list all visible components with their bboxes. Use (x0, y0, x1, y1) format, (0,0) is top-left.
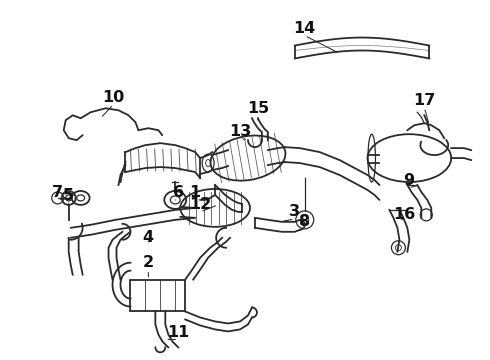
Text: 7: 7 (52, 185, 63, 201)
Text: 6: 6 (172, 185, 184, 201)
Text: 15: 15 (247, 101, 269, 116)
Text: 1: 1 (190, 185, 201, 201)
Text: 14: 14 (294, 21, 316, 36)
Text: 2: 2 (143, 255, 154, 270)
Text: 8: 8 (299, 214, 310, 229)
Text: 16: 16 (393, 207, 416, 222)
Bar (130, 280, 185, 311)
Text: 11: 11 (167, 325, 189, 340)
Text: 12: 12 (189, 197, 211, 212)
Text: 13: 13 (229, 124, 251, 139)
Text: 5: 5 (63, 188, 74, 203)
Text: 3: 3 (289, 204, 300, 219)
Text: 9: 9 (403, 174, 414, 189)
Text: 10: 10 (102, 90, 124, 105)
Text: 4: 4 (143, 230, 154, 245)
Text: 17: 17 (413, 93, 436, 108)
